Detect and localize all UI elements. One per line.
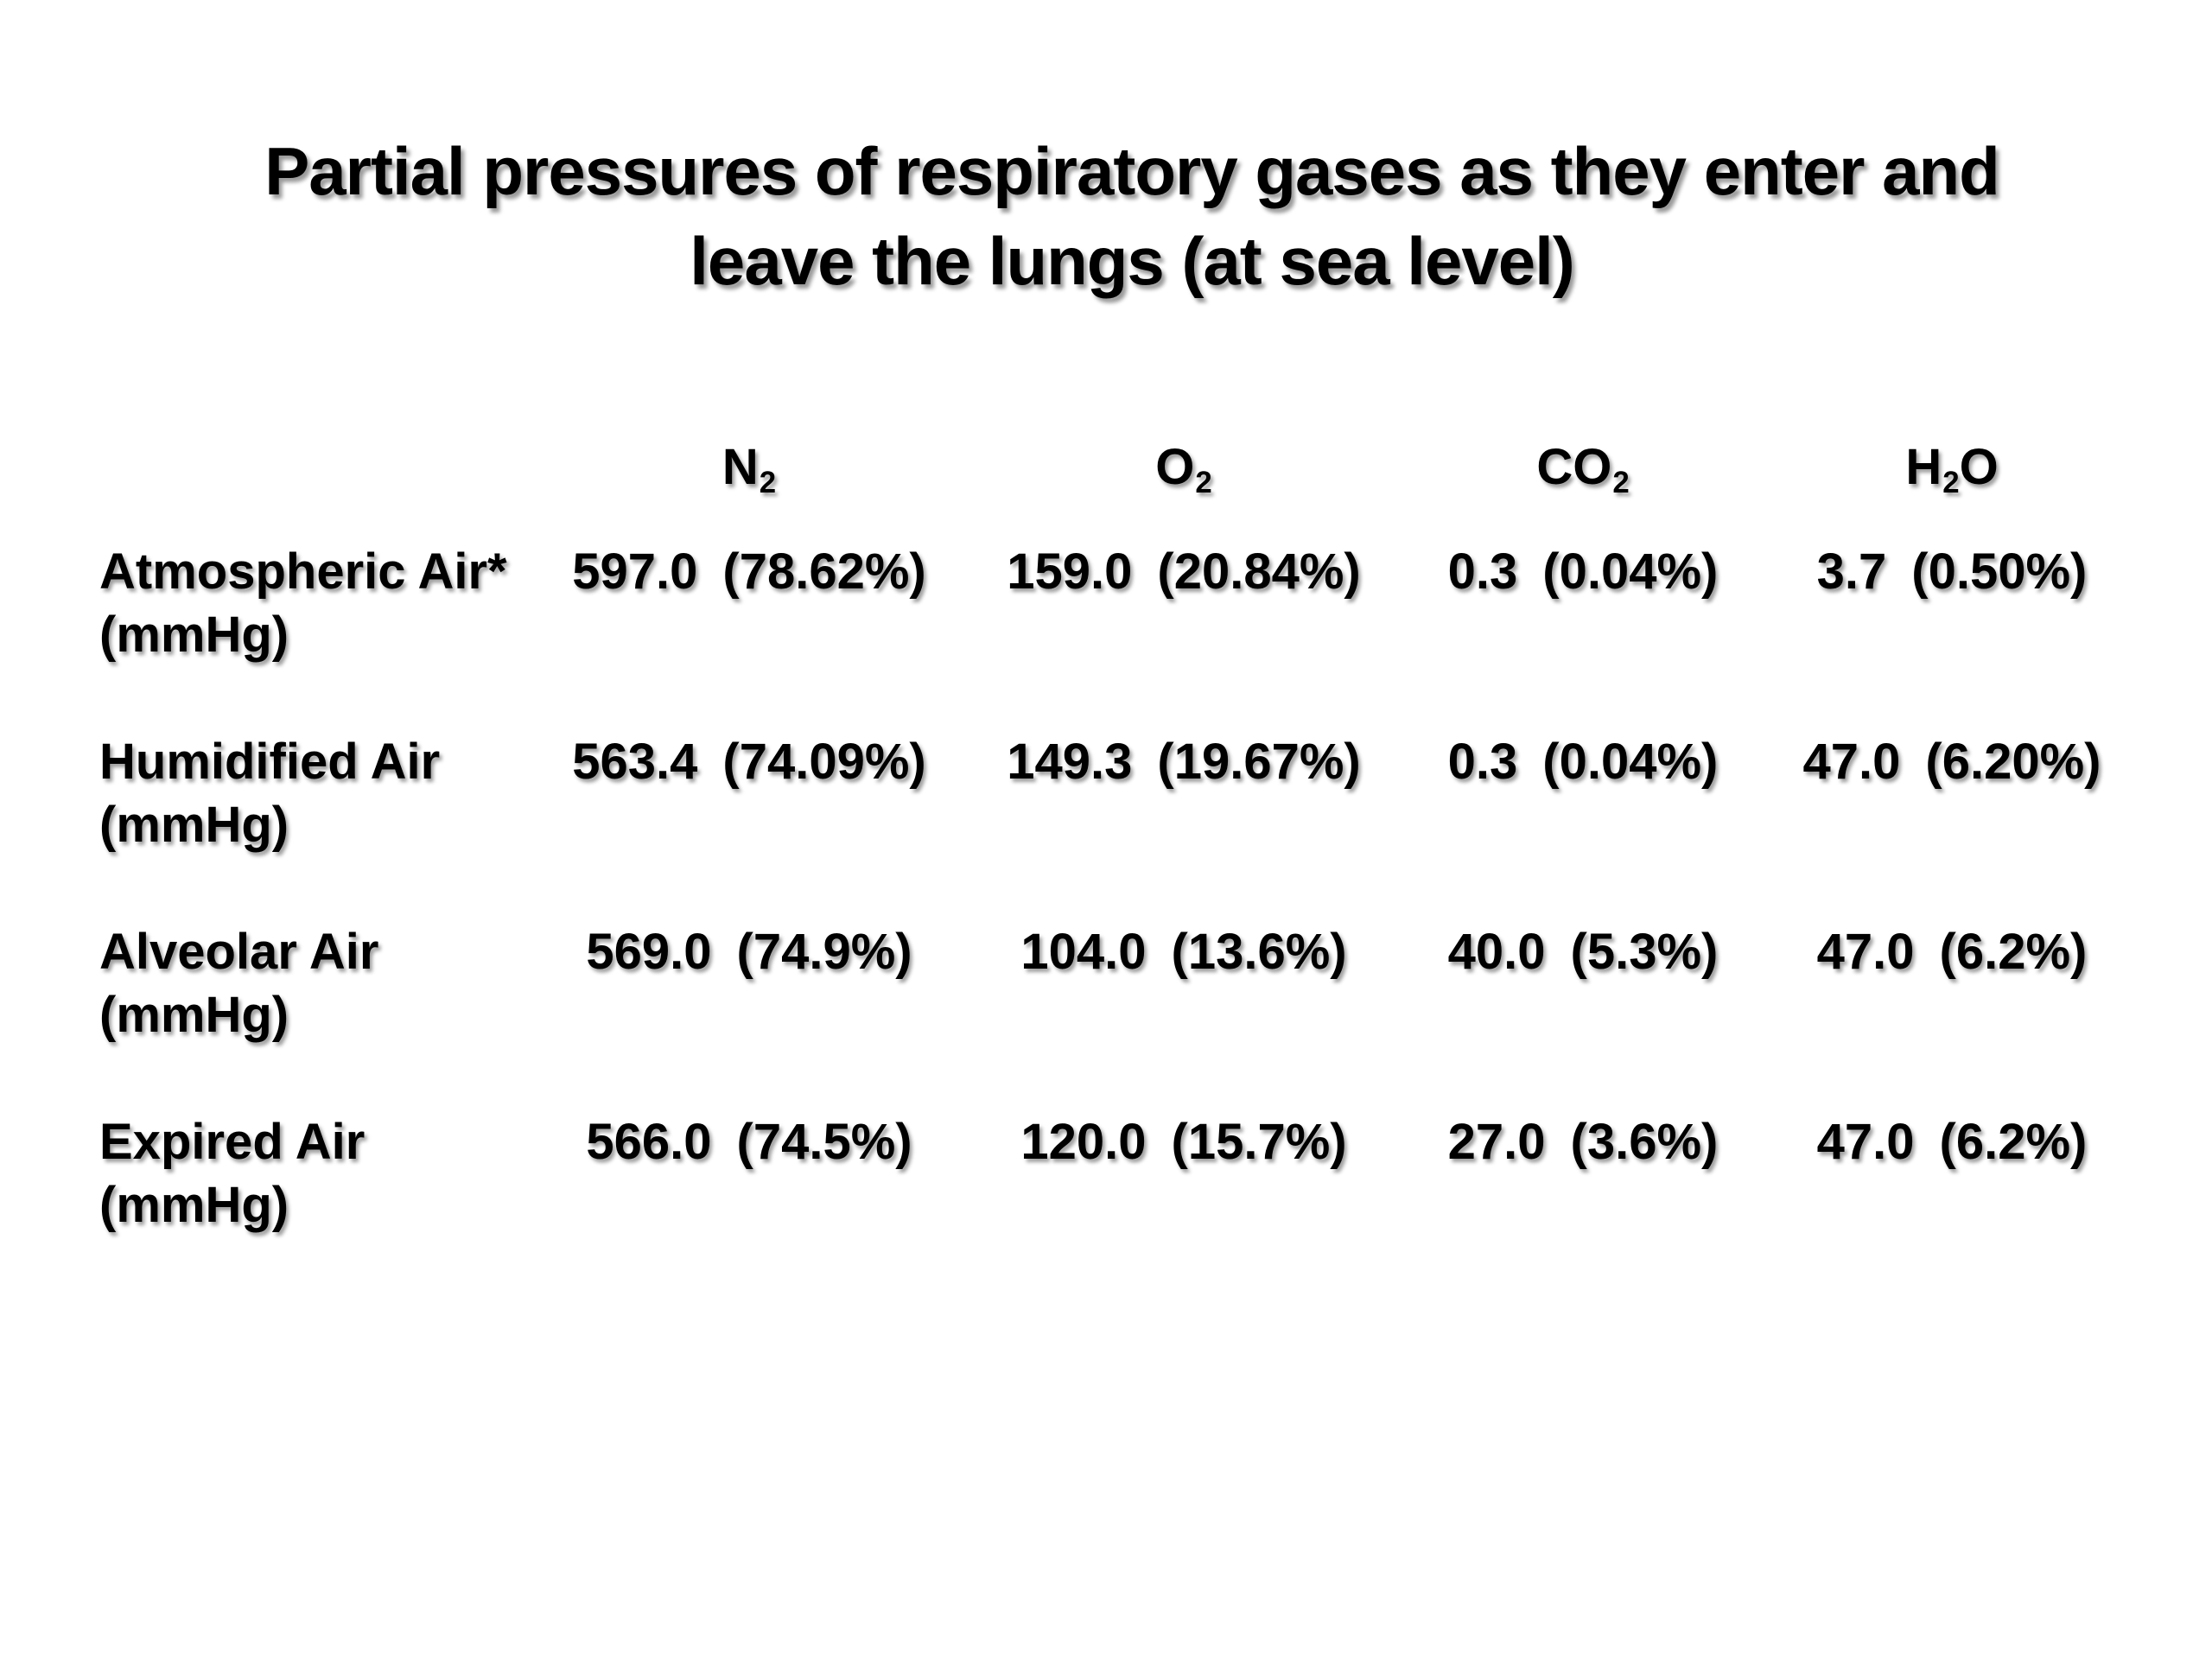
gas-subscript: 2 — [1195, 465, 1212, 499]
table-row-alveolar-air: Alveolar Air (mmHg) 569.0 (74.9%) 104.0 (1… — [99, 920, 2134, 1046]
value-number: 104.0 — [1020, 924, 1147, 980]
row-label-name: Alveolar Air — [99, 924, 379, 980]
value-percent: (13.6%) — [1171, 924, 1347, 980]
value-percent: (6.2%) — [1939, 1114, 2088, 1170]
row-label: Atmospheric Air* (mmHg) — [99, 540, 527, 666]
gas-symbol: O — [1155, 439, 1195, 495]
column-header-n2: N2 — [527, 435, 971, 499]
value-cell-h2o: 47.0 (6.2%) — [1770, 1110, 2134, 1173]
value-number: 0.3 — [1447, 734, 1518, 790]
value-number: 27.0 — [1447, 1114, 1546, 1170]
value-cell-h2o: 47.0 (6.2%) — [1770, 920, 2134, 983]
row-label: Humidified Air (mmHg) — [99, 730, 527, 856]
value-cell-co2: 0.3 (0.04%) — [1396, 540, 1770, 603]
table-row-humidified-air: Humidified Air (mmHg) 563.4 (74.09%) 149.… — [99, 730, 2134, 856]
column-header-h2o: H2O — [1770, 435, 2134, 499]
value-percent: (74.09%) — [722, 734, 926, 790]
value-cell-h2o: 3.7 (0.50%) — [1770, 540, 2134, 603]
value-number: 149.3 — [1007, 734, 1133, 790]
gas-symbol: CO — [1536, 439, 1612, 495]
value-cell-o2: 120.0 (15.7%) — [971, 1110, 1396, 1173]
value-number: 40.0 — [1447, 924, 1546, 980]
gas-symbol: N — [721, 439, 759, 495]
value-number: 569.0 — [586, 924, 712, 980]
value-number: 563.4 — [572, 734, 698, 790]
slide-title: Partial pressures of respiratory gases a… — [52, 126, 2212, 306]
slide-title-line1: Partial pressures of respiratory gases a… — [264, 133, 2000, 209]
value-cell-n2: 569.0 (74.9%) — [527, 920, 971, 983]
table-row-atmospheric-air: Atmospheric Air* (mmHg) 597.0 (78.62%) 15… — [99, 540, 2134, 666]
row-label: Alveolar Air (mmHg) — [99, 920, 527, 1046]
value-percent: (19.67%) — [1157, 734, 1361, 790]
row-label-unit: (mmHg) — [99, 797, 289, 853]
row-label-name: Atmospheric Air* — [99, 543, 507, 600]
value-percent: (0.04%) — [1542, 734, 1719, 790]
row-label-unit: (mmHg) — [99, 1177, 289, 1233]
value-cell-n2: 597.0 (78.62%) — [527, 540, 971, 603]
slide-title-line2: leave the lungs (at sea level) — [690, 223, 1574, 299]
value-cell-n2: 563.4 (74.09%) — [527, 730, 971, 793]
row-label-name: Expired Air — [99, 1114, 365, 1170]
value-number: 47.0 — [1802, 734, 1901, 790]
value-percent: (74.9%) — [736, 924, 912, 980]
value-number: 159.0 — [1007, 543, 1133, 600]
value-percent: (6.20%) — [1925, 734, 2101, 790]
gas-subscript: 2 — [1942, 465, 1960, 499]
value-number: 47.0 — [1816, 1114, 1915, 1170]
value-percent: (0.04%) — [1542, 543, 1719, 600]
table-header-row: N2 O2 CO2 H2O — [99, 423, 2134, 540]
value-cell-co2: 27.0 (3.6%) — [1396, 1110, 1770, 1173]
value-percent: (3.6%) — [1570, 1114, 1719, 1170]
gas-symbol: H — [1905, 439, 1942, 495]
gas-subscript: 2 — [759, 465, 777, 499]
value-number: 120.0 — [1020, 1114, 1147, 1170]
value-cell-co2: 0.3 (0.04%) — [1396, 730, 1770, 793]
column-header-o2: O2 — [971, 435, 1396, 499]
value-percent: (0.50%) — [1911, 543, 2088, 600]
row-label: Expired Air (mmHg) — [99, 1110, 527, 1236]
value-cell-h2o: 47.0 (6.20%) — [1770, 730, 2134, 793]
value-percent: (74.5%) — [736, 1114, 912, 1170]
value-cell-n2: 566.0 (74.5%) — [527, 1110, 971, 1173]
row-label-unit: (mmHg) — [99, 607, 289, 663]
row-label-unit: (mmHg) — [99, 987, 289, 1043]
value-cell-o2: 104.0 (13.6%) — [971, 920, 1396, 983]
value-percent: (20.84%) — [1157, 543, 1361, 600]
value-percent: (6.2%) — [1939, 924, 2088, 980]
column-header-co2: CO2 — [1396, 435, 1770, 499]
value-cell-o2: 149.3 (19.67%) — [971, 730, 1396, 793]
partial-pressure-table: N2 O2 CO2 H2O Atmospheric Air* (mmHg) 59… — [99, 423, 2134, 1236]
value-number: 597.0 — [572, 543, 698, 600]
row-label-name: Humidified Air — [99, 734, 441, 790]
value-percent: (78.62%) — [722, 543, 926, 600]
value-number: 566.0 — [586, 1114, 712, 1170]
table-row-expired-air: Expired Air (mmHg) 566.0 (74.5%) 120.0 (15… — [99, 1110, 2134, 1236]
value-percent: (15.7%) — [1171, 1114, 1347, 1170]
value-cell-co2: 40.0 (5.3%) — [1396, 920, 1770, 983]
gas-subscript: 2 — [1612, 465, 1630, 499]
value-cell-o2: 159.0 (20.84%) — [971, 540, 1396, 603]
gas-symbol-tail: O — [1959, 439, 1999, 495]
value-number: 3.7 — [1816, 543, 1887, 600]
value-number: 47.0 — [1816, 924, 1915, 980]
value-percent: (5.3%) — [1570, 924, 1719, 980]
value-number: 0.3 — [1447, 543, 1518, 600]
